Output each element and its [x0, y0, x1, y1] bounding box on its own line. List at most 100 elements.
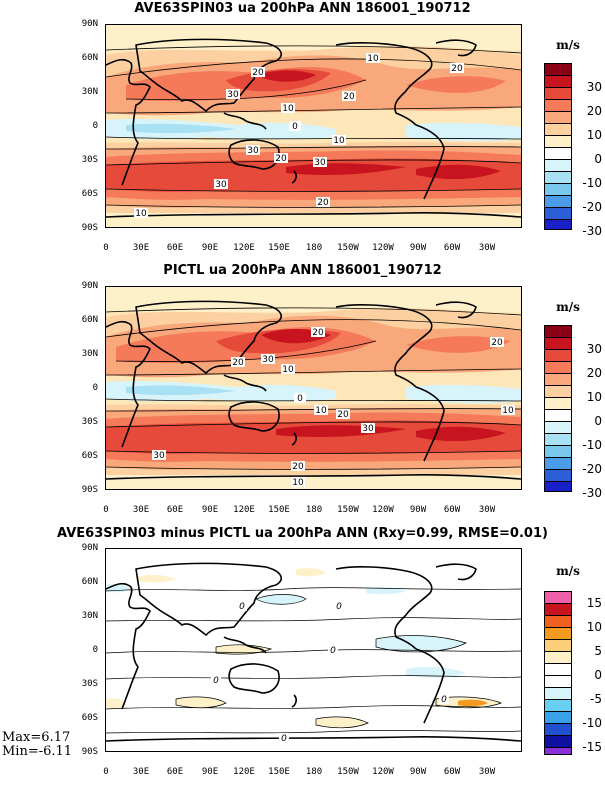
lat-label: 0	[92, 121, 98, 131]
lon-label: 90E	[201, 505, 219, 515]
lat-label: 60S	[81, 713, 98, 723]
colorbar-swatch	[545, 688, 571, 700]
lon-label: 60E	[166, 767, 184, 777]
lon-label: 150E	[268, 505, 290, 515]
units-label: m/s	[556, 300, 580, 314]
colorbar-swatch	[545, 616, 571, 628]
colorbar-swatch	[545, 338, 571, 350]
lon-label: 150W	[337, 243, 359, 253]
lon-label: 120W	[372, 505, 394, 515]
lon-label: 60E	[166, 505, 184, 515]
contour-label: 30	[262, 355, 274, 365]
colorbar	[544, 591, 572, 755]
lat-label: 90S	[81, 747, 98, 757]
contour-label: 30	[247, 146, 259, 156]
contour-label: 20	[232, 358, 244, 368]
colorbar-swatch	[545, 724, 571, 736]
contour-label: 10	[315, 406, 327, 416]
map-area: 20 30 20 10 0 10 20 10 20 30 30 20 10	[105, 286, 522, 490]
colorbar-label: -10	[582, 176, 602, 190]
contour-label: 30	[227, 90, 239, 100]
colorbar-swatch	[545, 458, 571, 470]
contour-label: 20	[275, 154, 287, 164]
contour-label: 30	[215, 180, 227, 190]
panel-control: PICTL ua 200hPa ANN 186001_190712	[0, 262, 605, 524]
contour-label: 10	[292, 478, 304, 488]
panel-title: AVE63SPIN03 ua 200hPa ANN 186001_190712	[134, 1, 471, 16]
colorbar-label: 10	[586, 390, 602, 404]
contour-label: 10	[282, 104, 294, 114]
lon-label: 90W	[409, 505, 427, 515]
colorbar-swatch	[545, 652, 571, 664]
contour-label: 20	[337, 410, 349, 420]
lat-label: 60N	[81, 577, 98, 587]
colorbar-label: -10	[582, 438, 602, 452]
contour-label: 10	[367, 54, 379, 64]
colorbar	[544, 325, 572, 492]
colorbar-swatch	[545, 220, 571, 229]
colorbar-label: 0	[594, 152, 602, 166]
colorbar-label: 0	[594, 414, 602, 428]
lat-label: 30S	[81, 417, 98, 427]
colorbar-label: 10	[586, 128, 602, 142]
colorbar-label: -30	[582, 224, 602, 238]
lat-label: 30N	[81, 349, 98, 359]
colorbar-label: -15	[582, 740, 602, 754]
units-label: m/s	[556, 564, 580, 578]
difference-field: 0 0 0 0 0 0	[106, 549, 521, 751]
lat-label: 60S	[81, 451, 98, 461]
lon-label: 90E	[201, 243, 219, 253]
map-area: 0 0 0 0 0 0	[105, 548, 522, 752]
lat-label: 30N	[81, 611, 98, 621]
colorbar-label: -10	[582, 716, 602, 730]
contour-label: 10	[135, 209, 147, 219]
colorbar-swatch	[545, 700, 571, 712]
colorbar-label: -20	[582, 462, 602, 476]
colorbar-swatch	[545, 422, 571, 434]
lon-label: 60W	[443, 505, 461, 515]
contour-label: 0	[239, 602, 245, 612]
contour-label: 20	[252, 68, 264, 78]
lon-label: 30E	[132, 767, 150, 777]
contour-label: 0	[281, 734, 287, 744]
colorbar-swatch	[545, 326, 571, 338]
lon-label: 120W	[372, 767, 394, 777]
colorbar-swatch	[545, 112, 571, 124]
lon-label: 150E	[268, 243, 290, 253]
colorbar-swatch	[545, 676, 571, 688]
colorbar-swatch	[545, 184, 571, 196]
lat-label: 90N	[81, 19, 98, 29]
lon-label: 90W	[409, 243, 427, 253]
lon-label: 150E	[268, 767, 290, 777]
lon-label: 30E	[132, 505, 150, 515]
contour-label: 30	[314, 158, 326, 168]
contour-label: 20	[491, 338, 503, 348]
units-label: m/s	[556, 38, 580, 52]
colorbar-swatch	[545, 592, 571, 604]
lat-label: 60N	[81, 53, 98, 63]
contour-label: 0	[213, 676, 219, 686]
colorbar-label: 10	[586, 620, 602, 634]
contour-label: 20	[317, 198, 329, 208]
colorbar-swatch	[545, 208, 571, 220]
lat-label: 30N	[81, 87, 98, 97]
colorbar-swatch	[545, 434, 571, 446]
colorbar-swatch	[545, 398, 571, 410]
lon-label: 180	[305, 767, 323, 777]
lon-label: 150W	[337, 767, 359, 777]
contour-label: 20	[292, 462, 304, 472]
colorbar-swatch	[545, 410, 571, 422]
lat-label: 60S	[81, 189, 98, 199]
colorbar-label: 30	[586, 342, 602, 356]
colorbar-label: 15	[586, 596, 602, 610]
lat-label: 90N	[81, 543, 98, 553]
colorbar-swatch	[545, 446, 571, 458]
colorbar-label: 20	[586, 366, 602, 380]
lat-label: 90S	[81, 485, 98, 495]
colorbar-swatch	[545, 350, 571, 362]
contour-label: 0	[336, 602, 342, 612]
lon-label: 120E	[233, 767, 255, 777]
colorbar-label: 30	[586, 80, 602, 94]
zonal-wind-field: 20 30 20 10 0 10 20 10 20 30 30 20 10	[106, 287, 521, 489]
lon-label: 60E	[166, 243, 184, 253]
